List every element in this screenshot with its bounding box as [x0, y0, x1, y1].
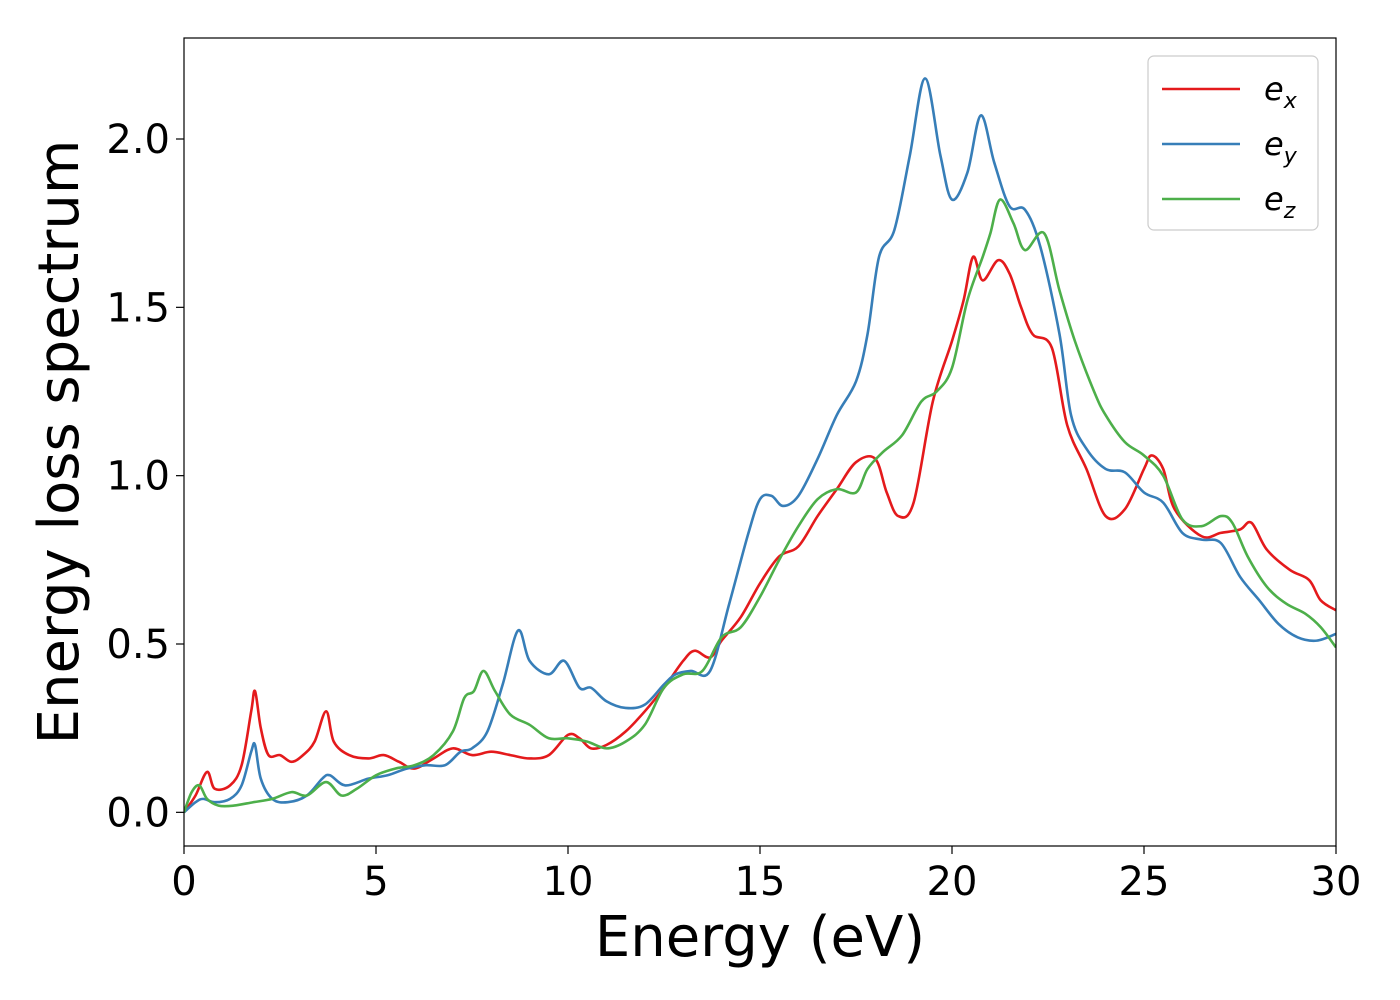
- legend-label: ez: [1264, 180, 1296, 224]
- y-axis-label: Energy loss spectrum: [27, 140, 92, 745]
- x-tick-label: 15: [735, 859, 786, 905]
- series-line-2: [184, 77, 1336, 814]
- x-tick-label: 25: [1119, 859, 1170, 905]
- x-axis-label: Energy (eV): [595, 905, 925, 970]
- legend: ex ey ez: [1147, 55, 1319, 231]
- x-tick-label: 30: [1311, 859, 1362, 905]
- x-tick-label: 5: [363, 859, 388, 905]
- y-tick-label: 1.0: [106, 454, 170, 500]
- x-axis-ticks: 0 5 10 15 20 25 30: [171, 846, 1361, 905]
- legend-label: ey: [1264, 125, 1298, 169]
- x-tick-label: 20: [927, 859, 978, 905]
- y-tick-label: 0.5: [106, 622, 170, 668]
- y-tick-label: 1.5: [106, 285, 170, 331]
- series-line-1: [184, 255, 1336, 814]
- y-axis-ticks: 0.0 0.5 1.0 1.5 2.0: [106, 117, 184, 836]
- legend-label: ex: [1264, 70, 1298, 114]
- y-tick-label: 2.0: [106, 117, 170, 163]
- x-tick-label: 0: [171, 859, 196, 905]
- x-tick-label: 10: [543, 859, 594, 905]
- series-line-3: [184, 198, 1336, 813]
- series-layer: [184, 77, 1336, 814]
- y-tick-label: 0.0: [106, 790, 170, 836]
